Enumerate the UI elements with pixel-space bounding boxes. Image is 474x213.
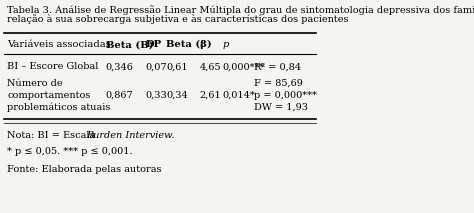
Text: DW = 1,93: DW = 1,93 [254,102,308,111]
Text: Número de: Número de [7,79,63,88]
Text: 0,014*: 0,014* [222,91,255,100]
Text: t: t [200,40,204,49]
Text: 4,65: 4,65 [200,62,221,71]
Text: * p ≤ 0,05. *** p ≤ 0,001.: * p ≤ 0,05. *** p ≤ 0,001. [7,147,133,157]
Text: comportamentos: comportamentos [7,91,91,100]
Text: Burden Interview.: Burden Interview. [86,131,174,140]
Text: Beta (β): Beta (β) [166,40,212,49]
Text: R² = 0,84: R² = 0,84 [254,62,301,71]
Text: 0,61: 0,61 [166,62,188,71]
Text: 2,61: 2,61 [200,91,221,100]
Text: 0,346: 0,346 [106,62,134,71]
Text: Variáveis associadas: Variáveis associadas [7,40,111,49]
Text: Tabela 3. Análise de Regressão Linear Múltipla do grau de sintomatologia depress: Tabela 3. Análise de Regressão Linear Mú… [7,5,474,15]
Text: p = 0,000***: p = 0,000*** [254,91,317,100]
Text: Fonte: Elaborada pelas autoras: Fonte: Elaborada pelas autoras [7,166,162,174]
Text: p: p [222,40,228,49]
Text: 0,33: 0,33 [146,91,167,100]
Text: 0,34: 0,34 [166,91,188,100]
Text: Nota: BI = Escala: Nota: BI = Escala [7,131,99,140]
Text: Beta (B): Beta (B) [106,40,153,49]
Text: 0,867: 0,867 [106,91,134,100]
Text: problemáticos atuais: problemáticos atuais [7,102,110,112]
Text: 0,07: 0,07 [146,62,167,71]
Text: BI – Escore Global: BI – Escore Global [7,62,99,71]
Text: relação à sua sobrecarga subjetiva e às características dos pacientes: relação à sua sobrecarga subjetiva e às … [7,14,348,24]
Text: F = 85,69: F = 85,69 [254,79,303,88]
Text: DP: DP [146,40,162,49]
Text: 0,000***: 0,000*** [222,62,264,71]
